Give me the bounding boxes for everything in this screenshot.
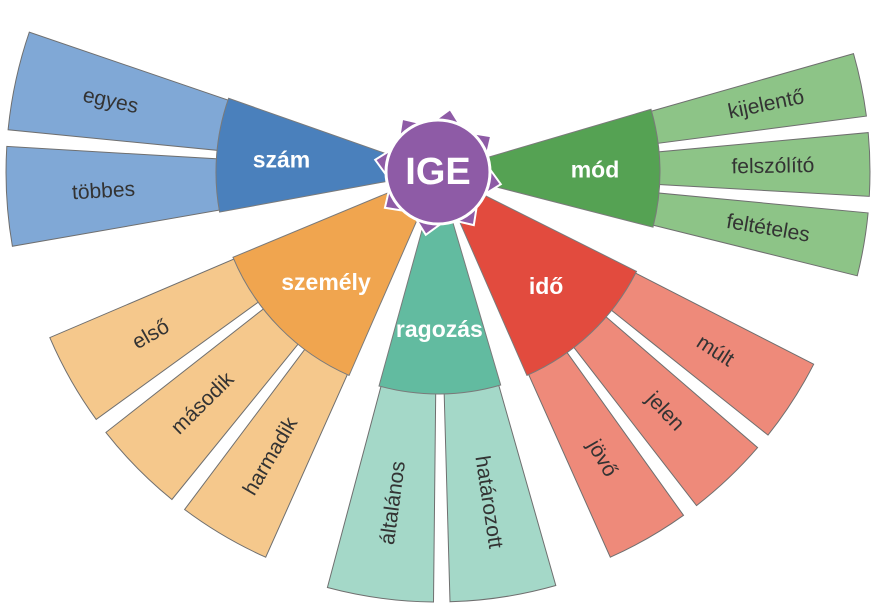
category-label-szemely: személy	[281, 269, 371, 295]
category-label-szam: szám	[253, 147, 311, 173]
subcategory-segment-ragozas-2	[443, 375, 557, 603]
category-label-ragozas: ragozás	[396, 316, 483, 342]
center-label: IGE	[405, 151, 470, 193]
center-hub: IGE	[373, 107, 503, 237]
subcategory-label-mod-2: felszólító	[731, 154, 814, 178]
category-label-ido: idő	[529, 273, 564, 299]
subcategory-label-szam-2: többes	[71, 178, 135, 205]
subcategory-segment-ragozas-1	[326, 376, 437, 603]
category-label-mod: mód	[571, 156, 620, 182]
center-circle	[384, 118, 492, 226]
